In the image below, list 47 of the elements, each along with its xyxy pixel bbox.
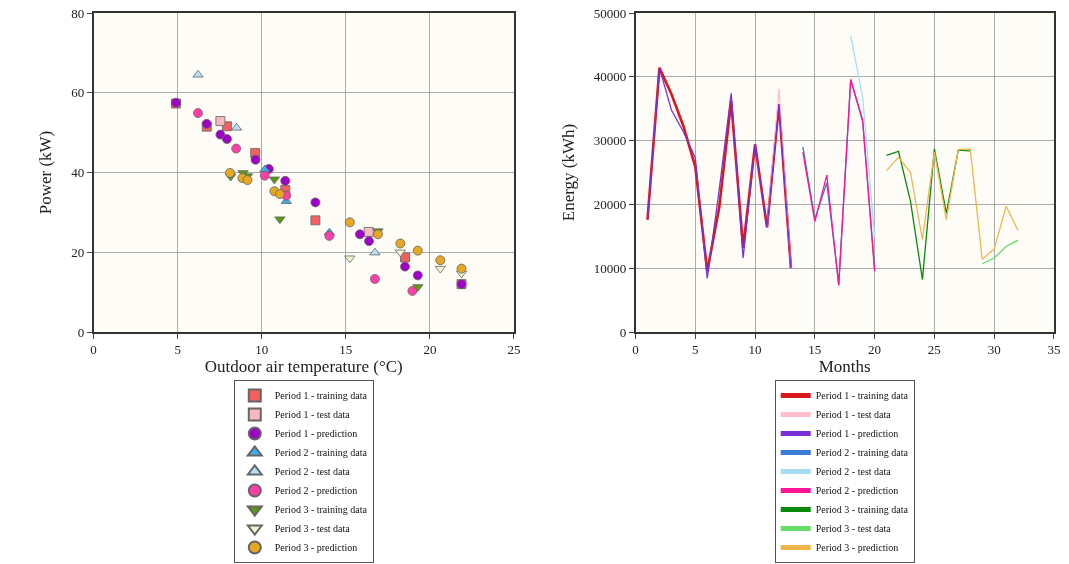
y-tick-label: 40	[71, 165, 85, 181]
x-tick-label: 10	[255, 342, 269, 358]
legend-label: Period 3 - prediction	[815, 542, 899, 554]
legend-label: Period 3 - prediction	[274, 542, 358, 554]
x-tick-label: 5	[174, 342, 181, 358]
y-tick-label: 20000	[593, 196, 627, 212]
legend-label: Period 2 - training data	[815, 447, 909, 459]
legend-label: Period 3 - test data	[274, 523, 351, 535]
y-axis-title: Energy (kWh)	[558, 123, 578, 222]
y-tick-label: 10000	[593, 260, 627, 276]
y-tick-label: 20	[71, 244, 85, 260]
legend-label: Period 3 - test data	[815, 523, 892, 535]
y-tick-label: 0	[619, 324, 627, 340]
x-axis-title: Months	[818, 357, 871, 377]
legend-label: Period 2 - prediction	[274, 485, 358, 497]
y-tick-label: 30000	[593, 133, 627, 149]
x-tick-label: 30	[987, 342, 1001, 358]
y-tick-label: 40000	[593, 69, 627, 85]
legend-label: Period 2 - prediction	[815, 485, 899, 497]
x-axis-title: Outdoor air temperature (°C)	[204, 357, 403, 377]
y-tick-label: 50000	[593, 5, 627, 21]
x-tick-label: 25	[507, 342, 521, 358]
legend-label: Period 3 - training data	[815, 504, 909, 516]
legend-label: Period 1 - test data	[274, 409, 351, 421]
x-tick-label: 15	[339, 342, 353, 358]
x-tick-label: 15	[808, 342, 822, 358]
legend-label: Period 1 - prediction	[274, 428, 358, 440]
legend-label: Period 1 - test data	[815, 409, 892, 421]
legend-label: Period 1 - training data	[815, 390, 909, 402]
legend-label: Period 2 - test data	[815, 466, 892, 478]
legend-label: Period 1 - training data	[274, 390, 368, 402]
x-tick-label: 0	[90, 342, 97, 358]
legend-label: Period 1 - prediction	[815, 428, 899, 440]
y-tick-label: 60	[71, 85, 85, 101]
x-tick-label: 20	[423, 342, 437, 358]
x-tick-label: 25	[927, 342, 941, 358]
x-tick-label: 10	[748, 342, 762, 358]
y-tick-label: 0	[77, 324, 85, 340]
legend-label: Period 2 - test data	[274, 466, 351, 478]
y-axis-title: Power (kW)	[36, 130, 56, 215]
x-tick-label: 5	[692, 342, 699, 358]
legend-label: Period 2 - training data	[274, 447, 368, 459]
y-tick-label: 80	[71, 5, 85, 21]
x-tick-label: 0	[632, 342, 639, 358]
x-tick-label: 20	[868, 342, 882, 358]
x-tick-label: 35	[1047, 342, 1061, 358]
legend-label: Period 3 - training data	[274, 504, 368, 516]
